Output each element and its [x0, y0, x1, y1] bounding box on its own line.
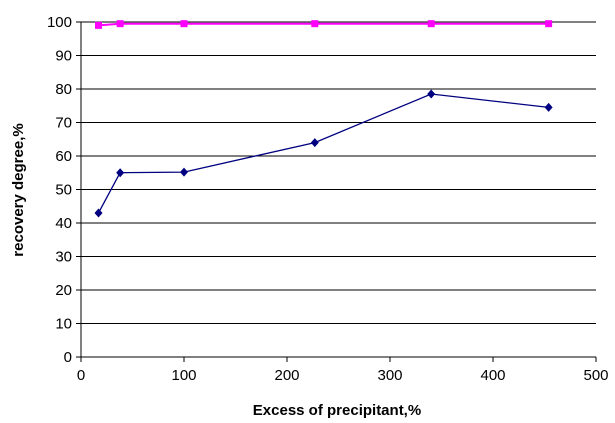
series-2-point-3	[310, 138, 319, 148]
series-layer	[94, 20, 553, 218]
y-tick-label-0: 0	[64, 349, 72, 366]
y-axis-title: recovery degree,%	[10, 123, 27, 256]
series-2-point-0	[94, 208, 103, 218]
y-tick-label-10: 10	[55, 316, 72, 333]
series-2-line	[97, 93, 549, 214]
series-1-line	[98, 22, 549, 27]
series-2-point-4	[427, 89, 436, 99]
series-2-point-1	[116, 168, 125, 178]
x-axis-title: Excess of precipitant,%	[253, 402, 421, 419]
series-1-point-1	[116, 20, 124, 28]
y-tick-label-20: 20	[55, 282, 72, 299]
y-tick-label-30: 30	[55, 249, 72, 266]
series-2-point-2	[180, 167, 188, 177]
y-tick-label-90: 90	[55, 48, 72, 65]
grid-lines	[81, 21, 596, 324]
x-tick-label-200: 200	[274, 367, 299, 384]
tick-labels: 0 10 20 30 40 50 60 70 80 90 100 0 100 200 300 400 500	[47, 14, 609, 384]
series-1-point-2	[180, 20, 188, 28]
x-tick-label-100: 100	[171, 367, 196, 384]
x-tick-label-0: 0	[77, 367, 85, 384]
x-tick-label-300: 300	[377, 367, 402, 384]
y-tick-label-40: 40	[55, 215, 72, 232]
x-tick-label-500: 500	[583, 367, 608, 384]
series-1-point-0	[95, 21, 103, 29]
y-tick-label-50: 50	[55, 182, 72, 199]
series-1-point-3	[311, 20, 319, 28]
y-tick-label-70: 70	[55, 115, 72, 132]
y-tick-label-100: 100	[47, 14, 72, 31]
axes	[76, 21, 597, 362]
series-1-point-5	[545, 20, 553, 28]
series-1-point-4	[427, 20, 435, 28]
y-tick-label-60: 60	[55, 148, 72, 165]
x-tick-label-400: 400	[480, 367, 505, 384]
series-2-point-5	[544, 102, 553, 112]
y-tick-label-80: 80	[55, 81, 72, 98]
